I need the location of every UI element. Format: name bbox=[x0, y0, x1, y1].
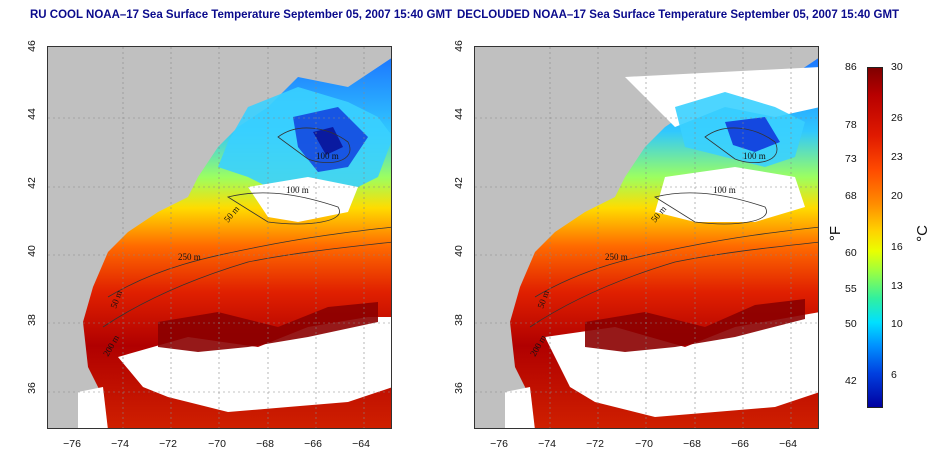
lon-tick: −76 bbox=[63, 438, 81, 450]
contour-label: 100 m bbox=[743, 151, 766, 161]
lon-tick: −66 bbox=[731, 438, 749, 450]
lon-tick: −70 bbox=[208, 438, 226, 450]
lat-tick: 38 bbox=[453, 314, 465, 326]
lat-tick: 46 bbox=[453, 40, 465, 52]
lon-tick: −72 bbox=[159, 438, 177, 450]
celsius-tick: 6 bbox=[891, 369, 897, 381]
lat-tick: 38 bbox=[26, 314, 38, 326]
lon-tick: −74 bbox=[538, 438, 556, 450]
fahrenheit-tick: 73 bbox=[845, 153, 857, 165]
lon-tick: −64 bbox=[779, 438, 797, 450]
celsius-tick: 30 bbox=[891, 61, 903, 73]
left-map-panel: 100 m 100 m 50 m 250 m 50 m 200 m bbox=[47, 46, 392, 429]
contour-label: 100 m bbox=[316, 151, 339, 161]
fahrenheit-tick: 50 bbox=[845, 318, 857, 330]
celsius-tick: 16 bbox=[891, 241, 903, 253]
celsius-unit-label: °C bbox=[913, 225, 931, 242]
lon-tick: −68 bbox=[683, 438, 701, 450]
left-sst-map: 100 m 100 m 50 m 250 m 50 m 200 m bbox=[47, 46, 392, 429]
contour-label: 250 m bbox=[178, 252, 201, 262]
fahrenheit-tick: 42 bbox=[845, 375, 857, 387]
lat-tick: 44 bbox=[26, 108, 38, 120]
fahrenheit-tick: 78 bbox=[845, 119, 857, 131]
left-sst-image: 100 m 100 m 50 m 250 m 50 m 200 m bbox=[48, 47, 391, 428]
fahrenheit-tick: 55 bbox=[845, 283, 857, 295]
lon-tick: −66 bbox=[304, 438, 322, 450]
right-map-panel: 100 m 100 m 50 m 250 m 50 m 200 m bbox=[474, 46, 819, 429]
lon-tick: −64 bbox=[352, 438, 370, 450]
celsius-tick: 20 bbox=[891, 190, 903, 202]
left-panel-title: RU COOL NOAA–17 Sea Surface Temperature … bbox=[30, 9, 453, 21]
contour-label: 100 m bbox=[286, 185, 309, 195]
lat-tick: 42 bbox=[453, 177, 465, 189]
lon-tick: −74 bbox=[111, 438, 129, 450]
temperature-colorbar bbox=[867, 67, 883, 408]
celsius-tick: 23 bbox=[891, 151, 903, 163]
right-panel-title: DECLOUDED NOAA–17 Sea Surface Temperatur… bbox=[457, 9, 900, 21]
lon-tick: −76 bbox=[490, 438, 508, 450]
lat-tick: 40 bbox=[453, 245, 465, 257]
lat-tick: 42 bbox=[26, 177, 38, 189]
lon-tick: −70 bbox=[635, 438, 653, 450]
fahrenheit-unit-label: °F bbox=[827, 225, 845, 242]
lat-tick: 36 bbox=[26, 382, 38, 394]
celsius-tick: 13 bbox=[891, 280, 903, 292]
fahrenheit-tick: 68 bbox=[845, 190, 857, 202]
right-sst-map: 100 m 100 m 50 m 250 m 50 m 200 m bbox=[474, 46, 819, 429]
lat-tick: 40 bbox=[26, 245, 38, 257]
lon-tick: −72 bbox=[586, 438, 604, 450]
lat-tick: 44 bbox=[453, 108, 465, 120]
lat-tick: 46 bbox=[26, 40, 38, 52]
celsius-tick: 10 bbox=[891, 318, 903, 330]
lon-tick: −68 bbox=[256, 438, 274, 450]
lat-tick: 36 bbox=[453, 382, 465, 394]
right-sst-image: 100 m 100 m 50 m 250 m 50 m 200 m bbox=[475, 47, 818, 428]
fahrenheit-tick: 60 bbox=[845, 247, 857, 259]
celsius-tick: 26 bbox=[891, 112, 903, 124]
fahrenheit-tick: 86 bbox=[845, 61, 857, 73]
contour-label: 250 m bbox=[605, 252, 628, 262]
contour-label: 100 m bbox=[713, 185, 736, 195]
